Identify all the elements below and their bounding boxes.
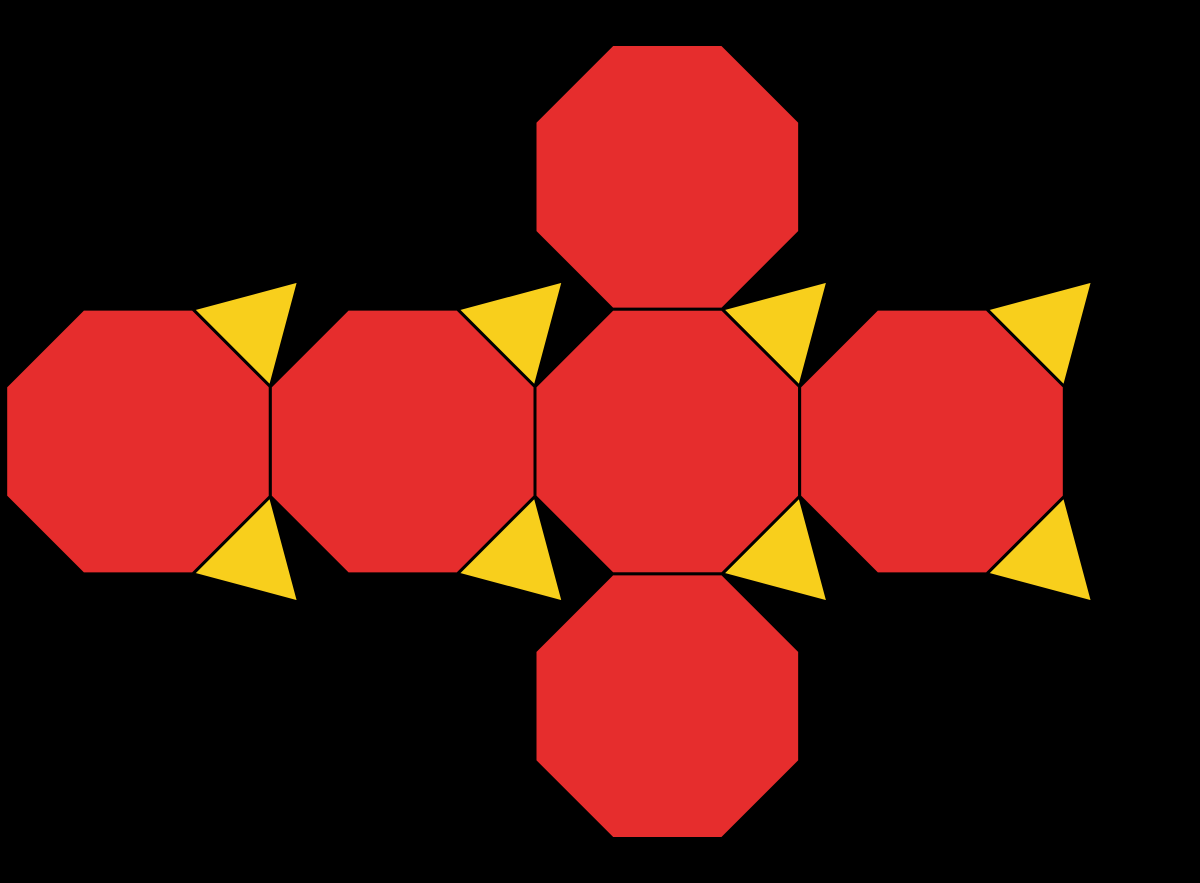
octagon-face [535, 574, 800, 839]
octagon-face [535, 45, 800, 310]
octagon-face [535, 309, 800, 574]
octagon-face [6, 309, 271, 574]
octagon-face [270, 309, 535, 574]
truncated-cube-net [0, 0, 1200, 883]
octagon-face [800, 309, 1065, 574]
